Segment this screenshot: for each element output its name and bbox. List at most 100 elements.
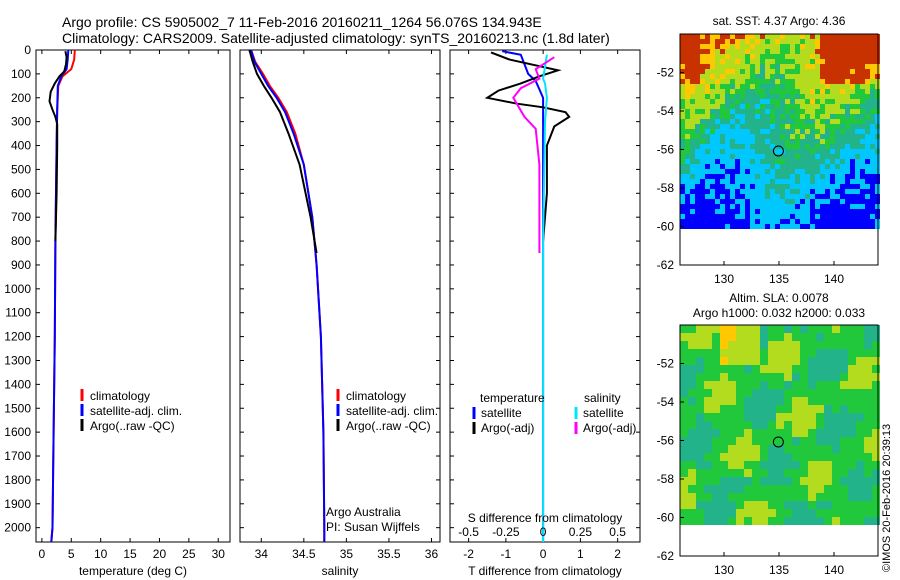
map-cell bbox=[805, 144, 810, 149]
map-cell bbox=[775, 139, 780, 144]
map-cell bbox=[720, 405, 728, 413]
map-cell bbox=[790, 199, 795, 204]
map-cell bbox=[685, 224, 690, 229]
map-cell bbox=[776, 477, 784, 485]
map-cell bbox=[750, 144, 755, 149]
map-cell bbox=[755, 59, 760, 64]
map-cell bbox=[720, 124, 725, 129]
map-cell bbox=[755, 74, 760, 79]
map-cell bbox=[784, 493, 792, 501]
map-cell bbox=[785, 39, 790, 44]
map-cell bbox=[816, 381, 824, 389]
map-cell bbox=[680, 94, 685, 99]
map-cell bbox=[850, 169, 855, 174]
map-cell bbox=[765, 159, 770, 164]
map-cell bbox=[760, 349, 768, 357]
map-cell bbox=[872, 493, 880, 501]
map-cell bbox=[790, 89, 795, 94]
map-cell bbox=[712, 501, 720, 509]
map-cell bbox=[750, 69, 755, 74]
map-cell bbox=[805, 59, 810, 64]
x-tick-label: 130 bbox=[714, 563, 734, 577]
map-cell bbox=[755, 199, 760, 204]
map-cell bbox=[815, 109, 820, 114]
map-cell bbox=[745, 94, 750, 99]
map-cell bbox=[728, 405, 736, 413]
map-cell bbox=[864, 421, 872, 429]
map-cell bbox=[710, 179, 715, 184]
map-cell bbox=[690, 119, 695, 124]
map-cell bbox=[700, 94, 705, 99]
map-cell bbox=[760, 179, 765, 184]
map-cell bbox=[696, 453, 704, 461]
map-cell bbox=[750, 214, 755, 219]
map-cell bbox=[825, 129, 830, 134]
map-cell bbox=[750, 194, 755, 199]
map-cell bbox=[845, 149, 850, 154]
map-cell bbox=[725, 99, 730, 104]
map-cell bbox=[840, 54, 845, 59]
legend-label: satellite bbox=[583, 406, 624, 420]
map-cell bbox=[680, 469, 688, 477]
map-cell bbox=[712, 373, 720, 381]
map-cell bbox=[825, 104, 830, 109]
map-cell bbox=[760, 74, 765, 79]
map-cell bbox=[728, 413, 736, 421]
map-cell bbox=[705, 99, 710, 104]
map-cell bbox=[848, 445, 856, 453]
map-cell bbox=[805, 124, 810, 129]
map-cell bbox=[845, 134, 850, 139]
map-cell bbox=[784, 405, 792, 413]
map-cell bbox=[760, 49, 765, 54]
map-cell bbox=[685, 109, 690, 114]
map-cell bbox=[705, 199, 710, 204]
map-cell bbox=[730, 174, 735, 179]
map-cell bbox=[850, 139, 855, 144]
map-cell bbox=[792, 381, 800, 389]
map-cell bbox=[872, 517, 880, 525]
map-cell bbox=[720, 437, 728, 445]
map-cell bbox=[808, 341, 816, 349]
map-cell bbox=[825, 49, 830, 54]
map-cell bbox=[770, 189, 775, 194]
map-cell bbox=[835, 184, 840, 189]
map-cell bbox=[715, 84, 720, 89]
map-cell bbox=[690, 34, 695, 39]
map-cell bbox=[864, 485, 872, 493]
map-cell bbox=[795, 189, 800, 194]
map-cell bbox=[840, 149, 845, 154]
map-cell bbox=[810, 49, 815, 54]
map-cell bbox=[870, 164, 875, 169]
map-cell bbox=[820, 39, 825, 44]
map-cell bbox=[825, 164, 830, 169]
y-tick-label: 400 bbox=[11, 139, 31, 153]
map-cell bbox=[850, 204, 855, 209]
map-cell bbox=[840, 453, 848, 461]
salinity-panel: 34 34.5 35 35.5 36salinityclimatologysatelli… bbox=[239, 49, 441, 578]
map-cell bbox=[745, 199, 750, 204]
map-cell bbox=[760, 69, 765, 74]
map-cell bbox=[832, 349, 840, 357]
map-cell bbox=[795, 79, 800, 84]
map-cell bbox=[870, 34, 875, 39]
map-cell bbox=[820, 164, 825, 169]
map-cell bbox=[712, 325, 720, 333]
map-cell bbox=[785, 119, 790, 124]
map-cell bbox=[848, 397, 856, 405]
map-cell bbox=[680, 429, 688, 437]
map-cell bbox=[855, 99, 860, 104]
map-cell bbox=[780, 109, 785, 114]
map-cell bbox=[870, 154, 875, 159]
map-cell bbox=[840, 129, 845, 134]
map-cell bbox=[800, 204, 805, 209]
map-cell bbox=[690, 184, 695, 189]
map-cell bbox=[810, 159, 815, 164]
map-cell bbox=[855, 54, 860, 59]
map-cell bbox=[740, 189, 745, 194]
map-cell bbox=[792, 437, 800, 445]
map-cell bbox=[768, 325, 776, 333]
map-cell bbox=[700, 199, 705, 204]
map-cell bbox=[696, 381, 704, 389]
map-cell bbox=[776, 325, 784, 333]
y-tick-label: 700 bbox=[11, 210, 31, 224]
